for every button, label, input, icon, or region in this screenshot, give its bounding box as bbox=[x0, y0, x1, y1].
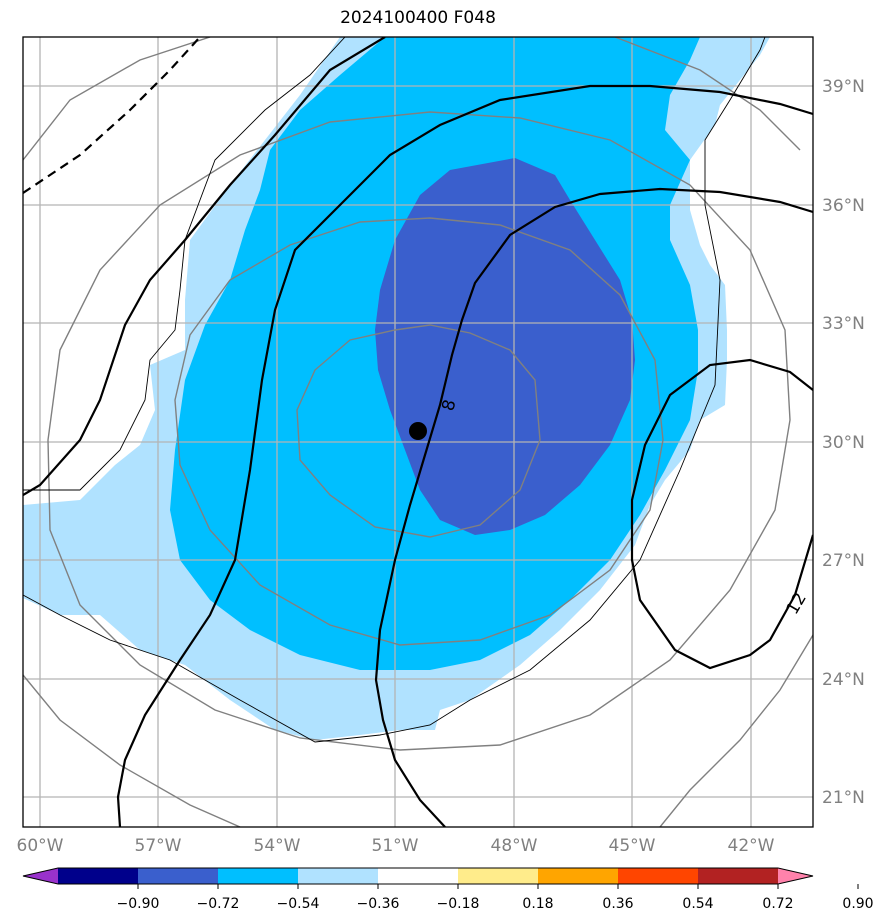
colorbar-tick-label: 0.36 bbox=[602, 896, 633, 912]
lat-label-36n: 36°N bbox=[822, 196, 865, 216]
contour-label-8: 8 bbox=[438, 397, 460, 413]
lat-label-30n: 30°N bbox=[822, 433, 865, 453]
colorbar-segment bbox=[458, 868, 539, 884]
map-frame bbox=[22, 36, 814, 828]
lat-label-39n: 39°N bbox=[822, 77, 865, 97]
lon-label-48w: 48°W bbox=[491, 836, 538, 856]
colorbar-extend-low bbox=[23, 868, 58, 884]
colorbar-tick-label: 0.54 bbox=[682, 896, 713, 912]
contour-label-12: 12 bbox=[783, 589, 811, 618]
colorbar-tick-label: −0.54 bbox=[277, 896, 320, 912]
lon-label-51w: 51°W bbox=[372, 836, 419, 856]
colorbar-segment bbox=[58, 868, 139, 884]
colorbar-extend-high bbox=[778, 868, 813, 884]
lat-label-33n: 33°N bbox=[822, 314, 865, 334]
shading-royal-blue bbox=[375, 158, 635, 535]
lon-label-57w: 57°W bbox=[135, 836, 182, 856]
colorbar-segment bbox=[298, 868, 379, 884]
colorbar-tick-label: −0.36 bbox=[357, 896, 400, 912]
lon-label-42w: 42°W bbox=[728, 836, 775, 856]
colorbar: −0.90 −0.72 −0.54 −0.36 −0.18 0.18 0.36 0.54 0.7… bbox=[22, 867, 874, 912]
colorbar-segment bbox=[138, 868, 219, 884]
lon-label-60w: 60°W bbox=[17, 836, 64, 856]
lon-label-45w: 45°W bbox=[609, 836, 656, 856]
colorbar-segment bbox=[698, 868, 779, 884]
colorbar-segment bbox=[378, 868, 459, 884]
colorbar-segment bbox=[218, 868, 299, 884]
thin-contours bbox=[23, 37, 766, 743]
gray-contours bbox=[23, 37, 813, 827]
colorbar-tick-label: 0.18 bbox=[522, 896, 553, 912]
longitude-labels: 60°W 57°W 54°W 51°W 48°W 45°W 42°W bbox=[17, 836, 775, 856]
colorbar-tick-label: −0.18 bbox=[437, 896, 480, 912]
colorbar-tick-label: −0.90 bbox=[117, 896, 160, 912]
lat-label-27n: 27°N bbox=[822, 551, 865, 571]
latitude-labels: 39°N 36°N 33°N 30°N 27°N 24°N 21°N bbox=[822, 77, 865, 808]
map-plot-area: 8 12 bbox=[23, 37, 813, 827]
colorbar-outline bbox=[22, 867, 814, 885]
dashed-contour bbox=[23, 37, 201, 194]
map-title: 2024100400 F048 bbox=[340, 8, 496, 28]
center-marker bbox=[409, 422, 427, 440]
lat-label-21n: 21°N bbox=[822, 788, 865, 808]
colorbar-tick-label: −0.72 bbox=[197, 896, 240, 912]
thick-contours bbox=[23, 37, 813, 827]
lat-label-24n: 24°N bbox=[822, 670, 865, 690]
colorbar-tick-label: 0.72 bbox=[762, 896, 793, 912]
colorbar-segment bbox=[618, 868, 699, 884]
colorbar-tick-label: 0.90 bbox=[842, 896, 873, 912]
lon-label-54w: 54°W bbox=[254, 836, 301, 856]
colorbar-segment bbox=[538, 868, 619, 884]
